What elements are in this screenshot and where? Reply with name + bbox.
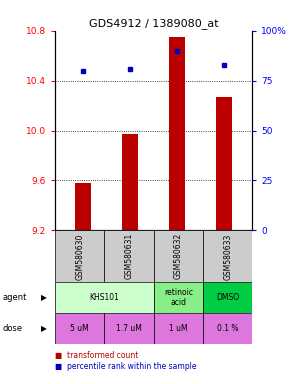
Bar <box>154 313 203 344</box>
Bar <box>216 97 232 230</box>
Text: DMSO: DMSO <box>216 293 239 302</box>
Bar <box>122 134 138 230</box>
Text: GSM580633: GSM580633 <box>223 233 232 280</box>
Title: GDS4912 / 1389080_at: GDS4912 / 1389080_at <box>89 18 218 30</box>
Bar <box>75 183 91 230</box>
Text: GSM580632: GSM580632 <box>174 233 183 280</box>
Bar <box>55 230 104 282</box>
Text: KHS101: KHS101 <box>89 293 119 302</box>
Text: dose: dose <box>3 324 23 333</box>
Text: ■  transformed count: ■ transformed count <box>55 351 139 360</box>
Bar <box>169 37 185 230</box>
Text: ▶: ▶ <box>41 324 46 333</box>
Text: 0.1 %: 0.1 % <box>217 324 238 333</box>
Text: 1.7 uM: 1.7 uM <box>116 324 142 333</box>
Text: agent: agent <box>3 293 27 302</box>
Bar <box>154 230 203 282</box>
Text: ■  percentile rank within the sample: ■ percentile rank within the sample <box>55 362 197 371</box>
Bar <box>203 282 252 313</box>
Text: ▶: ▶ <box>41 293 46 302</box>
Bar <box>55 282 154 313</box>
Text: retinoic
acid: retinoic acid <box>164 288 193 307</box>
Text: 5 uM: 5 uM <box>70 324 89 333</box>
Text: 1 uM: 1 uM <box>169 324 188 333</box>
Bar <box>55 313 104 344</box>
Text: GSM580631: GSM580631 <box>124 233 134 280</box>
Bar <box>203 313 252 344</box>
Bar <box>154 282 203 313</box>
Bar <box>104 230 154 282</box>
Text: GSM580630: GSM580630 <box>75 233 84 280</box>
Bar <box>104 313 154 344</box>
Bar <box>203 230 252 282</box>
